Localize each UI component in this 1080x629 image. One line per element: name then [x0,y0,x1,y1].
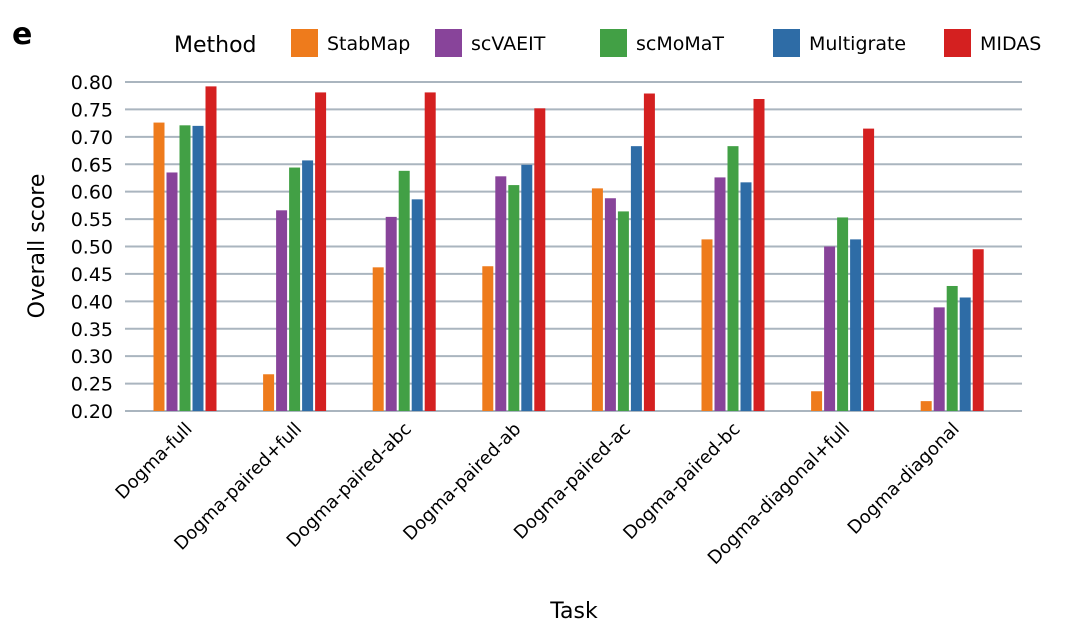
bar-scmomat-dogma-paired+full [289,167,301,411]
y-axis-ticks: 0.20 0.25 0.30 0.35 0.40 0.45 0.50 0.55 0.60 0.65… [71,72,113,423]
x-tick-label: Dogma-paired-ac [510,419,635,544]
bar-midas-dogma-paired-ab [534,108,546,411]
bar-midas-dogma-paired+full [315,92,327,411]
legend-label-scmomat: scMoMaT [636,33,724,55]
bar-scvaeit-dogma-paired+full [276,210,288,411]
gridlines [125,81,1022,412]
bar-midas-dogma-paired-ac [643,93,655,411]
legend-label-scvaeit: scVAEIT [471,33,546,55]
bar-scmomat-dogma-paired-abc [398,170,410,411]
bar-stabmap-dogma-paired-bc [701,239,713,411]
y-tick-label: 0.60 [71,182,113,204]
bar-stabmap-dogma-paired-ab [482,266,494,411]
y-tick-label: 0.40 [71,291,113,313]
legend-label-stabmap: StabMap [327,33,410,55]
bar-midas-dogma-paired-abc [424,92,436,411]
legend-swatch-multigrate [773,29,800,57]
y-tick-label: 0.80 [71,72,113,94]
legend-label-midas: MIDAS [980,33,1041,55]
x-axis-title: Task [549,599,598,624]
legend-swatch-scvaeit [435,29,462,57]
bar-midas-dogma-diagonal [972,249,984,411]
bar-multigrate-dogma-paired+full [302,160,314,411]
y-tick-label: 0.65 [71,154,113,176]
y-tick-label: 0.45 [71,264,113,286]
bar-stabmap-dogma-paired+full [263,374,275,411]
bar-scvaeit-dogma-paired-ab [495,176,507,411]
bar-multigrate-dogma-full [192,125,204,411]
bar-stabmap-dogma-diagonal [920,401,932,411]
bar-midas-dogma-full [205,86,217,412]
bar-scvaeit-dogma-paired-ac [604,198,616,411]
y-tick-label: 0.25 [71,374,113,396]
bar-multigrate-dogma-paired-ac [630,146,642,411]
bar-scmomat-dogma-diagonal [946,285,958,411]
bar-stabmap-dogma-paired-ac [591,188,603,411]
bar-multigrate-dogma-paired-bc [740,182,752,411]
y-tick-label: 0.50 [71,237,113,259]
bar-stabmap-dogma-diagonal+full [811,391,823,411]
bar-multigrate-dogma-diagonal+full [850,239,862,411]
bar-scmomat-dogma-full [179,125,191,412]
legend-swatch-midas [944,29,971,57]
bar-multigrate-dogma-paired-abc [411,199,423,411]
bar-scvaeit-dogma-diagonal [933,307,945,411]
legend-label-multigrate: Multigrate [809,33,906,55]
bar-stabmap-dogma-full [153,122,165,412]
bar-scmomat-dogma-paired-ac [617,211,629,411]
y-axis-title: Overall score [25,174,50,319]
bar-scmomat-dogma-diagonal+full [837,217,849,411]
y-tick-label: 0.20 [71,401,113,423]
x-tick-label: Dogma-paired-ab [399,419,525,545]
panel-label: e [12,17,32,52]
y-tick-label: 0.75 [71,99,113,121]
bar-scvaeit-dogma-paired-bc [714,177,726,411]
x-tick-label: Dogma-paired-bc [619,419,744,544]
x-axis-ticks: Dogma-fullDogma-paired+fullDogma-paired-… [112,419,964,569]
legend-title: Method [174,33,257,58]
y-tick-label: 0.30 [71,346,113,368]
bar-multigrate-dogma-paired-ab [521,164,533,411]
x-tick-label: Dogma-diagonal [844,419,964,539]
y-tick-label: 0.55 [71,209,113,231]
bars [153,86,984,412]
x-tick-label: Dogma-full [112,419,197,504]
legend: Method StabMap scVAEIT scMoMaT Multigrate MI… [174,29,1041,58]
bar-midas-dogma-diagonal+full [863,128,875,411]
bar-multigrate-dogma-diagonal [959,297,971,411]
bar-stabmap-dogma-paired-abc [372,267,384,411]
y-tick-label: 0.35 [71,319,113,341]
bar-scmomat-dogma-paired-bc [727,146,739,411]
legend-swatch-scmomat [600,29,627,57]
x-tick-label: Dogma-paired-abc [283,419,416,552]
bar-scvaeit-dogma-diagonal+full [824,246,836,411]
y-tick-label: 0.70 [71,127,113,149]
bar-scmomat-dogma-paired-ab [508,185,520,411]
legend-swatch-stabmap [291,29,318,57]
bar-scvaeit-dogma-full [166,172,178,411]
bar-scvaeit-dogma-paired-abc [385,216,397,411]
bar-midas-dogma-paired-bc [753,98,765,411]
